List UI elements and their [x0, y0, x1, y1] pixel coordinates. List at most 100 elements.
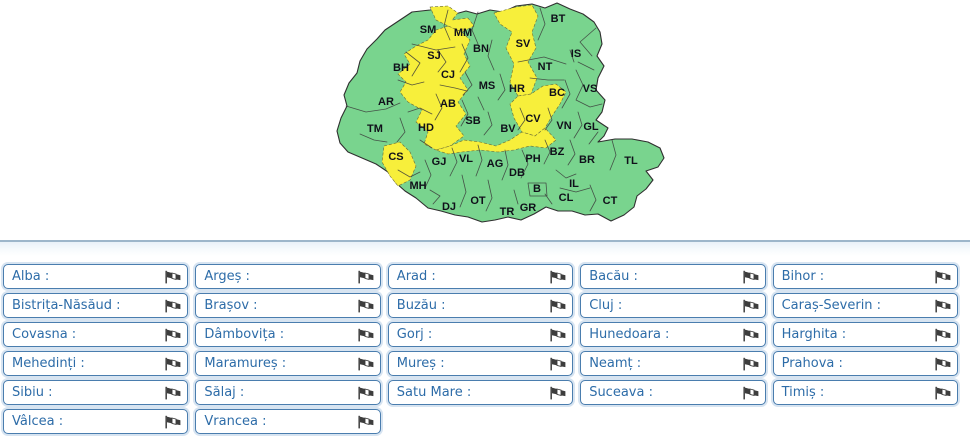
- county-button-label: Cluj :: [589, 298, 623, 313]
- county-button-label: Sibiu :: [12, 385, 53, 400]
- county-code-label-CV: CV: [525, 113, 541, 125]
- county-button[interactable]: Bistrița-Năsăud :: [3, 293, 189, 318]
- county-button-label: Bistrița-Năsăud :: [12, 298, 121, 313]
- county-button[interactable]: Bacău :: [580, 264, 766, 289]
- windsock-icon: [165, 328, 181, 341]
- county-button[interactable]: Neamț :: [580, 351, 766, 376]
- windsock-icon: [165, 357, 181, 370]
- county-button[interactable]: Mehedinți :: [3, 351, 189, 376]
- county-button-label: Harghita :: [781, 327, 847, 342]
- county-code-label-GR: GR: [520, 202, 537, 214]
- county-button-label: Neamț :: [589, 356, 642, 371]
- windsock-icon: [165, 386, 181, 399]
- county-button[interactable]: Satu Mare :: [387, 380, 574, 405]
- county-code-label-AR: AR: [378, 96, 394, 108]
- windsock-icon: [742, 386, 758, 399]
- county-button[interactable]: Argeș :: [195, 264, 381, 289]
- county-button[interactable]: Sălaj :: [195, 380, 381, 405]
- county-button[interactable]: Covasna :: [3, 322, 189, 347]
- county-button-label: Suceava :: [589, 385, 653, 400]
- county-button-label: Covasna :: [12, 327, 77, 342]
- windsock-icon: [935, 328, 951, 341]
- county-code-label-SV: SV: [516, 38, 531, 50]
- county-code-label-GL: GL: [583, 121, 599, 133]
- county-code-label-TR: TR: [500, 206, 515, 218]
- section-divider: [0, 240, 970, 264]
- windsock-icon: [358, 299, 374, 312]
- county-button[interactable]: Cluj :: [580, 293, 766, 318]
- county-code-label-TL: TL: [624, 155, 638, 167]
- county-button-label: Prahova :: [781, 356, 843, 371]
- county-code-label-IS: IS: [571, 48, 581, 60]
- county-code-label-MH: MH: [409, 180, 426, 192]
- county-code-label-VL: VL: [459, 153, 473, 165]
- county-button-label: Gorj :: [396, 327, 433, 342]
- county-code-label-OT: OT: [470, 195, 486, 207]
- windsock-icon: [165, 299, 181, 312]
- county-button[interactable]: Alba :: [3, 264, 189, 289]
- windsock-icon: [742, 328, 758, 341]
- windsock-icon: [550, 386, 566, 399]
- windsock-icon: [358, 415, 374, 428]
- county-button-label: Alba :: [12, 269, 50, 284]
- county-button-label: Argeș :: [204, 269, 250, 284]
- county-button-label: Caraș-Severin :: [781, 298, 882, 313]
- county-button[interactable]: Hunedoara :: [580, 322, 766, 347]
- county-code-label-BV: BV: [500, 123, 516, 135]
- county-button[interactable]: Vâlcea :: [3, 409, 189, 434]
- windsock-icon: [742, 357, 758, 370]
- windsock-icon: [358, 386, 374, 399]
- county-button-label: Maramureș :: [204, 356, 287, 371]
- county-button[interactable]: Caraș-Severin :: [772, 293, 958, 318]
- county-button[interactable]: Mureș :: [387, 351, 574, 376]
- county-button-label: Hunedoara :: [589, 327, 670, 342]
- county-code-label-SB: SB: [465, 115, 480, 127]
- county-code-label-IL: IL: [569, 178, 579, 190]
- county-button[interactable]: Prahova :: [772, 351, 958, 376]
- county-code-label-NT: NT: [538, 61, 553, 73]
- windsock-icon: [935, 299, 951, 312]
- county-button[interactable]: Brașov :: [195, 293, 381, 318]
- county-button[interactable]: Timiș :: [772, 380, 958, 405]
- county-button-grid: Alba : Argeș : Arad : Bacău :: [0, 264, 970, 441]
- county-code-label-PH: PH: [525, 153, 540, 165]
- county-button[interactable]: Harghita :: [772, 322, 958, 347]
- windsock-icon: [550, 299, 566, 312]
- county-code-label-BR: BR: [579, 154, 595, 166]
- county-button-label: Bacău :: [589, 269, 638, 284]
- county-code-label-BT: BT: [551, 13, 566, 25]
- county-button-label: Vrancea :: [204, 414, 267, 429]
- county-button-label: Satu Mare :: [396, 385, 472, 400]
- county-code-label-HR: HR: [509, 83, 525, 95]
- county-button[interactable]: Bihor :: [772, 264, 958, 289]
- romania-warning-map: SM MM BT SJ BN SV IS BH CJ NT MS HR BC VS AR AB TM HD SB BV…: [336, 2, 665, 223]
- county-borders-layer: [345, 7, 617, 212]
- windsock-icon: [165, 415, 181, 428]
- county-button[interactable]: Vrancea :: [195, 409, 381, 434]
- county-button-label: Vâlcea :: [12, 414, 64, 429]
- county-button[interactable]: Suceava :: [580, 380, 766, 405]
- county-button[interactable]: Maramureș :: [195, 351, 381, 376]
- county-button-label: Dâmbovița :: [204, 327, 285, 342]
- county-button[interactable]: Buzău :: [387, 293, 574, 318]
- windsock-icon: [550, 270, 566, 283]
- county-code-label-CS: CS: [388, 151, 403, 163]
- county-code-label-BZ: BZ: [550, 146, 565, 158]
- county-code-label-DB: DB: [509, 167, 525, 179]
- county-button-label: Arad :: [396, 269, 436, 284]
- county-button[interactable]: Gorj :: [387, 322, 574, 347]
- county-code-label-BC: BC: [549, 87, 565, 99]
- county-button[interactable]: Dâmbovița :: [195, 322, 381, 347]
- windsock-icon: [550, 357, 566, 370]
- windsock-icon: [550, 328, 566, 341]
- county-code-label-BH: BH: [393, 62, 409, 74]
- county-code-label-AG: AG: [487, 158, 504, 170]
- county-button-label: Mehedinți :: [12, 356, 85, 371]
- yellow-warning-zones: [381, 4, 567, 187]
- romania-map-shape: [336, 2, 665, 223]
- county-button[interactable]: Sibiu :: [3, 380, 189, 405]
- county-button[interactable]: Arad :: [387, 264, 574, 289]
- windsock-icon: [935, 386, 951, 399]
- county-code-label-GJ: GJ: [432, 156, 447, 168]
